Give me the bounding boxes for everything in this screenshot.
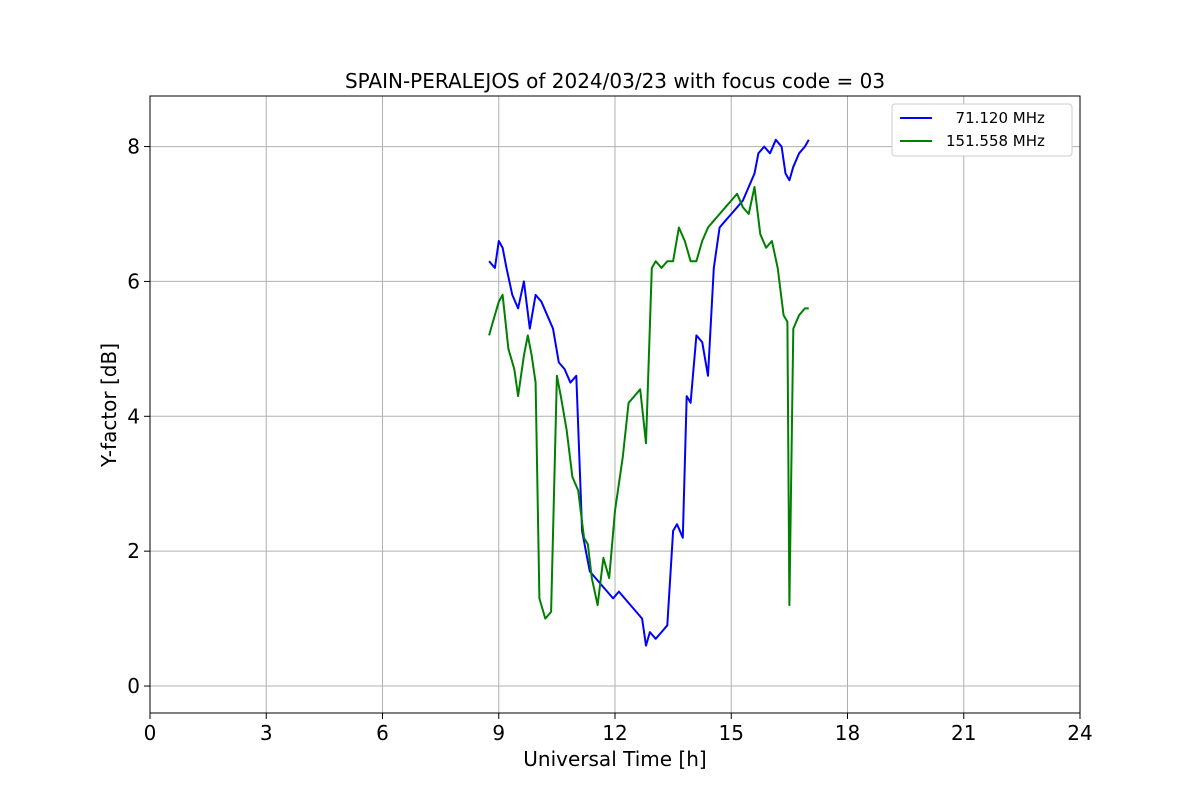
x-axis-label: Universal Time [h] — [523, 747, 706, 771]
legend: 71.120 MHz 151.558 MHz — [891, 103, 1073, 157]
x-tick-label: 12 — [602, 721, 627, 745]
legend-label-151-mhz: 151.558 MHz — [946, 132, 1045, 150]
x-tick-label: 9 — [492, 721, 505, 745]
y-tick-label: 0 — [127, 674, 140, 698]
chart-title: SPAIN-PERALEJOS of 2024/03/23 with focus… — [345, 69, 885, 93]
legend-label-71-mhz: 71.120 MHz — [946, 109, 1045, 127]
y-tick-label: 4 — [127, 404, 140, 428]
y-tick-label: 8 — [127, 135, 140, 159]
series-line-0 — [488, 138, 810, 647]
legend-box — [891, 103, 1073, 157]
x-tick-label: 3 — [260, 721, 273, 745]
x-tick-label: 21 — [951, 721, 976, 745]
series-lines — [488, 138, 810, 647]
x-tick-label: 24 — [1067, 721, 1092, 745]
series-line-1 — [488, 186, 809, 620]
x-tick-label: 18 — [835, 721, 860, 745]
y-tick-label: 2 — [127, 539, 140, 563]
x-tick-label: 15 — [719, 721, 744, 745]
x-tick-label: 0 — [144, 721, 157, 745]
y-axis-label: Y-factor [dB] — [97, 343, 121, 468]
x-tick-label: 6 — [376, 721, 389, 745]
y-tick-label: 6 — [127, 269, 140, 293]
